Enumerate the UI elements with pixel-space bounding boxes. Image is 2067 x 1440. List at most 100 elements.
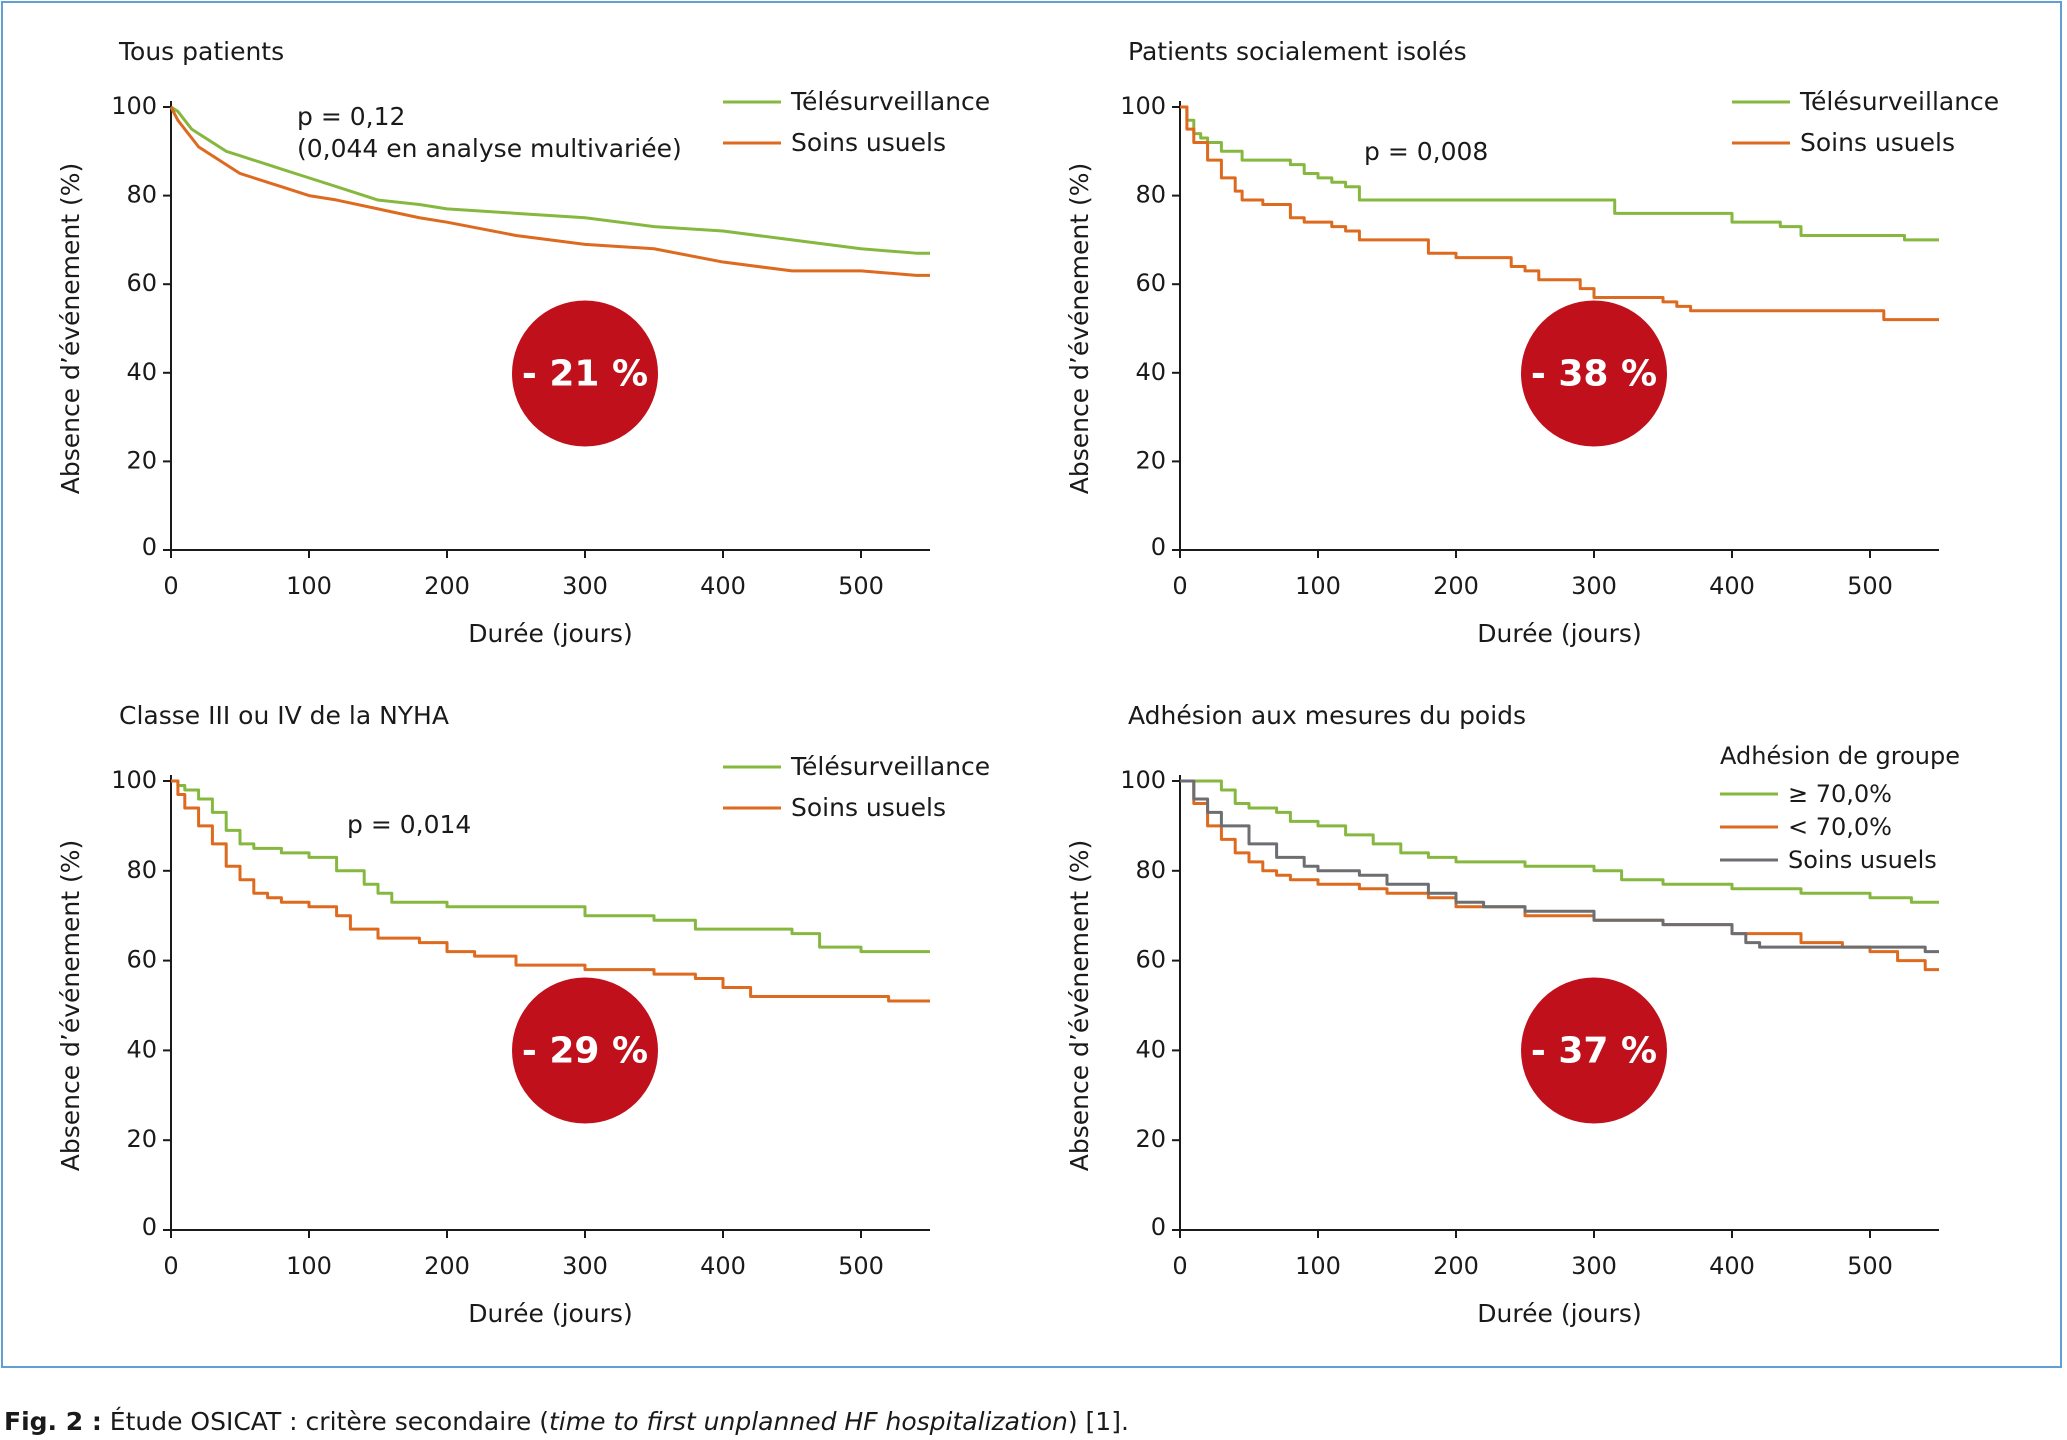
x-axis-label: Durée (jours) — [468, 1299, 632, 1328]
y-axis-label: Absence d’événement (%) — [1065, 163, 1094, 494]
x-tick-label: 400 — [700, 1252, 746, 1280]
x-axis-label: Durée (jours) — [1477, 619, 1641, 648]
caption-text-before: Étude OSICAT : critère secondaire ( — [101, 1407, 549, 1436]
reduction-badge — [1521, 977, 1667, 1124]
series-line — [1180, 105, 1939, 242]
series-line — [171, 779, 930, 1003]
legend-label: Soins usuels — [791, 128, 946, 157]
y-tick-label: 60 — [1135, 946, 1166, 974]
x-tick-label: 500 — [838, 1252, 884, 1280]
series-line — [1180, 779, 1939, 972]
y-axis-label: Absence d’événement (%) — [56, 840, 85, 1171]
chart-title: Classe III ou IV de la NYHA — [119, 701, 449, 730]
y-tick-label: 80 — [1135, 856, 1166, 884]
legend-label: < 70,0% — [1788, 813, 1892, 841]
y-tick-label: 40 — [1135, 358, 1166, 386]
chart-panel: Tous patients 0 20 40 60 80 100 0 100 200 300 400 50… — [56, 37, 990, 648]
legend-label: Télésurveillance — [790, 752, 990, 781]
x-axis-label: Durée (jours) — [1477, 1299, 1641, 1328]
series-line — [169, 106, 930, 277]
caption-label: Fig. 2 : — [4, 1407, 102, 1436]
x-tick-label: 200 — [1433, 572, 1479, 600]
x-tick-label: 0 — [163, 1252, 178, 1280]
chart-title: Patients socialement isolés — [1128, 37, 1467, 66]
y-tick-label: 80 — [126, 856, 157, 884]
x-tick-label: 300 — [1571, 572, 1617, 600]
p-value-annotation: (0,044 en analyse multivariée) — [297, 134, 682, 163]
y-tick-label: 40 — [126, 358, 157, 386]
legend-label: Soins usuels — [1788, 846, 1937, 874]
series-line — [1180, 105, 1939, 322]
y-tick-label: 80 — [1135, 181, 1166, 209]
p-value-annotation: p = 0,008 — [1364, 137, 1488, 166]
legend-label: Télésurveillance — [790, 87, 990, 116]
x-tick-label: 100 — [286, 572, 332, 600]
chart-panel: Adhésion aux mesures du poids 0 20 40 60 80 10… — [1065, 701, 1960, 1328]
x-tick-label: 200 — [424, 1252, 470, 1280]
legend-label: Soins usuels — [1800, 128, 1955, 157]
y-tick-label: 60 — [126, 946, 157, 974]
series-line — [170, 105, 930, 255]
y-tick-label: 80 — [126, 181, 157, 209]
y-tick-label: 100 — [111, 766, 157, 794]
y-tick-label: 60 — [126, 269, 157, 297]
y-axis-label: Absence d’événement (%) — [56, 163, 85, 494]
y-tick-label: 0 — [1151, 533, 1166, 561]
y-tick-label: 0 — [142, 533, 157, 561]
reduction-badge-label: - 21 % — [522, 354, 648, 395]
y-tick-label: 40 — [126, 1035, 157, 1063]
p-value-annotation: p = 0,014 — [347, 810, 471, 839]
y-tick-label: 20 — [126, 446, 157, 474]
x-tick-label: 0 — [1172, 572, 1187, 600]
y-tick-label: 0 — [142, 1213, 157, 1241]
chart-panel: Classe III ou IV de la NYHA 0 20 40 60 80 100 0… — [56, 701, 990, 1328]
x-axis-label: Durée (jours) — [468, 619, 632, 648]
chart-panel: Patients socialement isolés 0 20 40 60 80 100 0… — [1065, 37, 1999, 648]
series-line — [171, 779, 930, 954]
y-tick-label: 0 — [1151, 1213, 1166, 1241]
x-tick-label: 500 — [838, 572, 884, 600]
x-tick-label: 400 — [1709, 572, 1755, 600]
x-tick-label: 300 — [562, 1252, 608, 1280]
p-value-annotation: p = 0,12 — [297, 102, 405, 131]
y-tick-label: 60 — [1135, 269, 1166, 297]
y-tick-label: 100 — [111, 92, 157, 120]
y-tick-label: 100 — [1120, 92, 1166, 120]
legend-label: Soins usuels — [791, 793, 946, 822]
x-tick-label: 100 — [1295, 572, 1341, 600]
x-tick-label: 200 — [424, 572, 470, 600]
figure-caption: Fig. 2 : Étude OSICAT : critère secondai… — [4, 1407, 1129, 1436]
reduction-badge — [1521, 300, 1667, 447]
x-tick-label: 300 — [562, 572, 608, 600]
x-tick-label: 0 — [1172, 1252, 1187, 1280]
x-tick-label: 400 — [1709, 1252, 1755, 1280]
figure-frame — [1, 1, 2062, 1368]
x-tick-label: 100 — [1295, 1252, 1341, 1280]
reduction-badge — [512, 977, 658, 1124]
x-tick-label: 0 — [163, 572, 178, 600]
x-tick-label: 200 — [1433, 1252, 1479, 1280]
y-tick-label: 20 — [1135, 446, 1166, 474]
caption-text-after: ) [1]. — [1067, 1407, 1129, 1436]
reduction-badge-label: - 37 % — [1531, 1031, 1657, 1072]
y-tick-label: 20 — [126, 1125, 157, 1153]
legend-title: Adhésion de groupe — [1720, 742, 1960, 770]
reduction-badge — [512, 300, 658, 447]
series-line — [1180, 779, 1939, 904]
x-tick-label: 300 — [1571, 1252, 1617, 1280]
reduction-badge-label: - 38 % — [1531, 354, 1657, 395]
chart-title: Adhésion aux mesures du poids — [1128, 701, 1526, 730]
y-tick-label: 20 — [1135, 1125, 1166, 1153]
legend-label: Télésurveillance — [1799, 87, 1999, 116]
reduction-badge-label: - 29 % — [522, 1031, 648, 1072]
y-tick-label: 100 — [1120, 766, 1166, 794]
y-axis-label: Absence d’événement (%) — [1065, 840, 1094, 1171]
x-tick-label: 500 — [1847, 1252, 1893, 1280]
y-tick-label: 40 — [1135, 1035, 1166, 1063]
x-tick-label: 500 — [1847, 572, 1893, 600]
series-line — [1180, 779, 1939, 954]
caption-italic: time to first unplanned HF hospitalizati… — [549, 1407, 1068, 1436]
x-tick-label: 400 — [700, 572, 746, 600]
legend-label: ≥ 70,0% — [1788, 780, 1892, 808]
